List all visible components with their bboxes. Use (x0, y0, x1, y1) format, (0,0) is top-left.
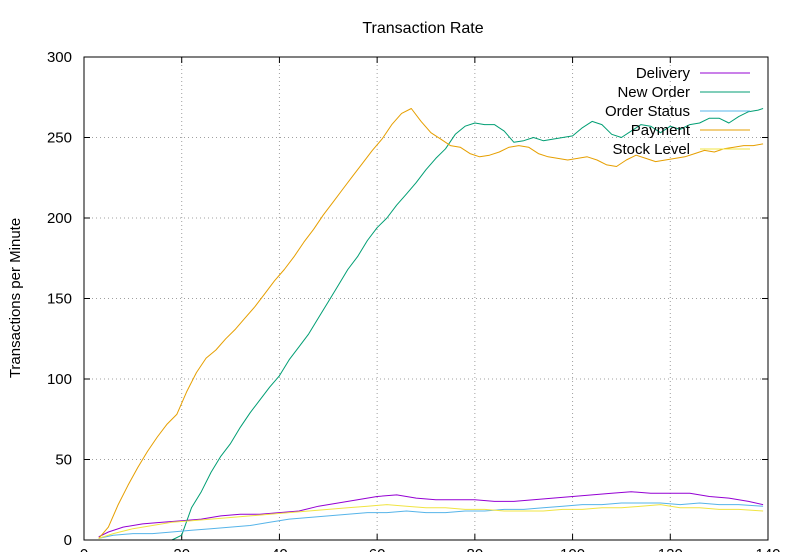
x-tick-label: 80 (467, 546, 484, 552)
series-line-payment (98, 108, 764, 539)
y-axis-label: Transactions per Minute (7, 218, 24, 378)
series-line-delivery (98, 491, 764, 538)
y-tick-label: 200 (47, 210, 72, 227)
y-tick-label: 100 (47, 371, 72, 388)
y-tick-label: 300 (47, 49, 72, 66)
series-line-order-status (98, 502, 764, 539)
x-tick-label: 0 (80, 546, 88, 552)
legend-label-new-order: New Order (617, 84, 690, 101)
legend-label-delivery: Delivery (636, 65, 691, 82)
series-line-new-order (98, 108, 764, 541)
x-tick-label: 120 (658, 546, 683, 552)
x-tick-label: 100 (560, 546, 585, 552)
x-tick-label: 60 (369, 546, 386, 552)
legend: Delivery New Order Order Status Payment Stoc… (605, 65, 750, 158)
legend-label-order-status: Order Status (605, 103, 690, 120)
y-tick-label: 250 (47, 130, 72, 147)
legend-label-payment: Payment (631, 122, 691, 139)
axis-ticks: 0 20 40 60 80 100 120 140 0 50 100 150 200 250 300 (47, 49, 781, 552)
series-line-stock-level (98, 504, 764, 539)
chart-title: Transaction Rate (362, 20, 483, 37)
data-series (98, 108, 764, 541)
grid-lines (84, 57, 768, 540)
legend-label-stock-level: Stock Level (612, 141, 690, 158)
x-tick-label: 140 (755, 546, 780, 552)
y-tick-label: 150 (47, 291, 72, 308)
y-tick-label: 50 (55, 452, 72, 469)
x-tick-label: 20 (173, 546, 190, 552)
plot-frame (83, 56, 769, 541)
x-tick-label: 40 (271, 546, 288, 552)
y-tick-label: 0 (64, 532, 72, 549)
